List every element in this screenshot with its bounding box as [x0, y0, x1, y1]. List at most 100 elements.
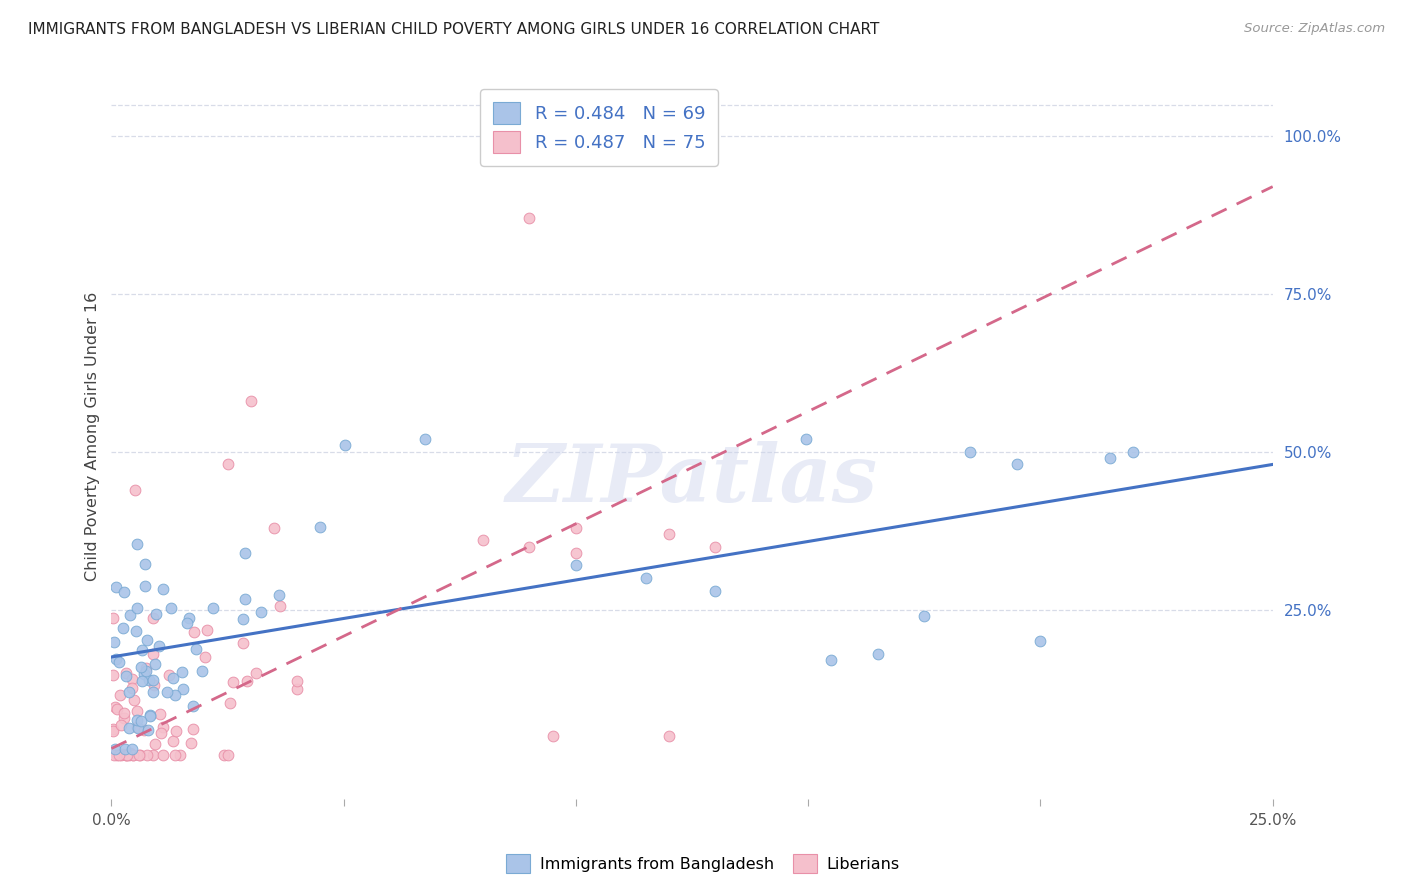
Point [101, 610, 124, 624]
Point [235, 592, 257, 607]
Point [658, 527, 681, 541]
Point [105, 701, 128, 715]
Point [149, 706, 172, 721]
Point [160, 600, 183, 615]
Point [150, 725, 173, 739]
Point [111, 621, 134, 635]
Point [191, 664, 214, 678]
Point [118, 685, 141, 699]
Point [1029, 634, 1052, 648]
Point [104, 699, 127, 714]
Point [163, 747, 186, 762]
Text: IMMIGRANTS FROM BANGLADESH VS LIBERIAN CHILD POVERTY AMONG GIRLS UNDER 16 CORREL: IMMIGRANTS FROM BANGLADESH VS LIBERIAN C… [28, 22, 880, 37]
Point [115, 665, 138, 680]
Point [138, 673, 160, 687]
Point [111, 747, 134, 762]
Point [232, 636, 254, 650]
Point [139, 709, 162, 723]
Point [180, 736, 202, 750]
Point [128, 747, 150, 762]
Point [103, 635, 125, 649]
Point [245, 665, 267, 680]
Point [121, 672, 143, 686]
Point [125, 600, 148, 615]
Text: Source: ZipAtlas.com: Source: ZipAtlas.com [1244, 22, 1385, 36]
Point [131, 674, 153, 689]
Point [103, 668, 125, 682]
Y-axis label: Child Poverty Among Girls Under 16: Child Poverty Among Girls Under 16 [86, 292, 100, 581]
Point [142, 747, 165, 762]
Point [249, 605, 271, 619]
Point [121, 681, 143, 695]
Point [125, 720, 148, 734]
Point [565, 546, 588, 560]
Text: ZIPatlas: ZIPatlas [506, 441, 879, 518]
Point [103, 747, 125, 762]
Point [183, 624, 205, 639]
Point [309, 520, 332, 534]
Point [115, 669, 138, 683]
Point [127, 721, 149, 735]
Point [104, 652, 127, 666]
Point [263, 520, 285, 534]
Point [195, 624, 218, 638]
Point [124, 483, 146, 497]
Point [139, 707, 162, 722]
Point [120, 746, 142, 760]
Point [112, 584, 135, 599]
Point [222, 675, 245, 690]
Point [136, 723, 159, 737]
Point [125, 624, 148, 639]
Point [129, 747, 152, 762]
Point [152, 720, 174, 734]
Point [413, 432, 436, 446]
Point [142, 611, 165, 625]
Point [134, 558, 156, 572]
Point [107, 747, 129, 762]
Point [519, 211, 541, 226]
Point [169, 747, 191, 762]
Point [108, 656, 131, 670]
Point [127, 537, 149, 551]
Point [115, 747, 138, 762]
Point [132, 723, 155, 738]
Point [658, 729, 681, 743]
Point [201, 601, 224, 615]
Point [136, 747, 159, 762]
Point [115, 747, 138, 762]
Point [704, 540, 727, 554]
Point [122, 693, 145, 707]
Point [541, 729, 564, 743]
Point [1122, 445, 1144, 459]
Point [796, 432, 818, 446]
Point [104, 580, 127, 594]
Point [820, 653, 842, 667]
Point [110, 718, 132, 732]
Point [172, 681, 194, 696]
Point [959, 445, 981, 459]
Point [104, 741, 127, 756]
Legend: R = 0.484   N = 69, R = 0.487   N = 75: R = 0.484 N = 69, R = 0.487 N = 75 [481, 89, 718, 166]
Point [131, 643, 153, 657]
Point [177, 611, 200, 625]
Point [162, 734, 184, 748]
Point [184, 641, 207, 656]
Point [333, 438, 356, 452]
Point [114, 741, 136, 756]
Point [269, 599, 291, 613]
Point [142, 648, 165, 662]
Point [472, 533, 495, 548]
Point [176, 615, 198, 630]
Point [142, 685, 165, 699]
Point [112, 711, 135, 725]
Point [122, 747, 145, 762]
Point [152, 582, 174, 597]
Point [267, 588, 290, 602]
Point [135, 632, 157, 647]
Point [157, 668, 180, 682]
Point [143, 737, 166, 751]
Point [115, 747, 138, 762]
Point [163, 688, 186, 702]
Point [866, 647, 889, 661]
Point [121, 741, 143, 756]
